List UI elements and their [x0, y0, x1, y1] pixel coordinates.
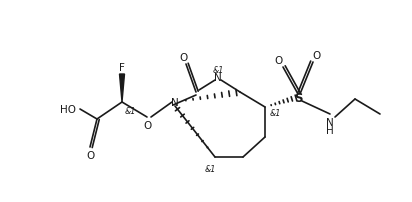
Text: HO: HO [60, 104, 76, 115]
Text: S: S [294, 91, 302, 104]
Text: F: F [119, 63, 125, 73]
Text: &1: &1 [212, 65, 224, 74]
Text: &1: &1 [124, 106, 136, 115]
Text: O: O [180, 53, 188, 63]
Text: O: O [313, 51, 321, 61]
Polygon shape [119, 75, 124, 102]
Text: &1: &1 [269, 109, 281, 118]
Text: N: N [326, 117, 334, 127]
Text: H: H [326, 125, 334, 135]
Text: &1: &1 [204, 165, 216, 174]
Text: N: N [171, 98, 179, 107]
Text: N: N [214, 73, 222, 83]
Text: O: O [143, 120, 151, 130]
Text: O: O [275, 56, 283, 66]
Text: O: O [86, 150, 94, 160]
